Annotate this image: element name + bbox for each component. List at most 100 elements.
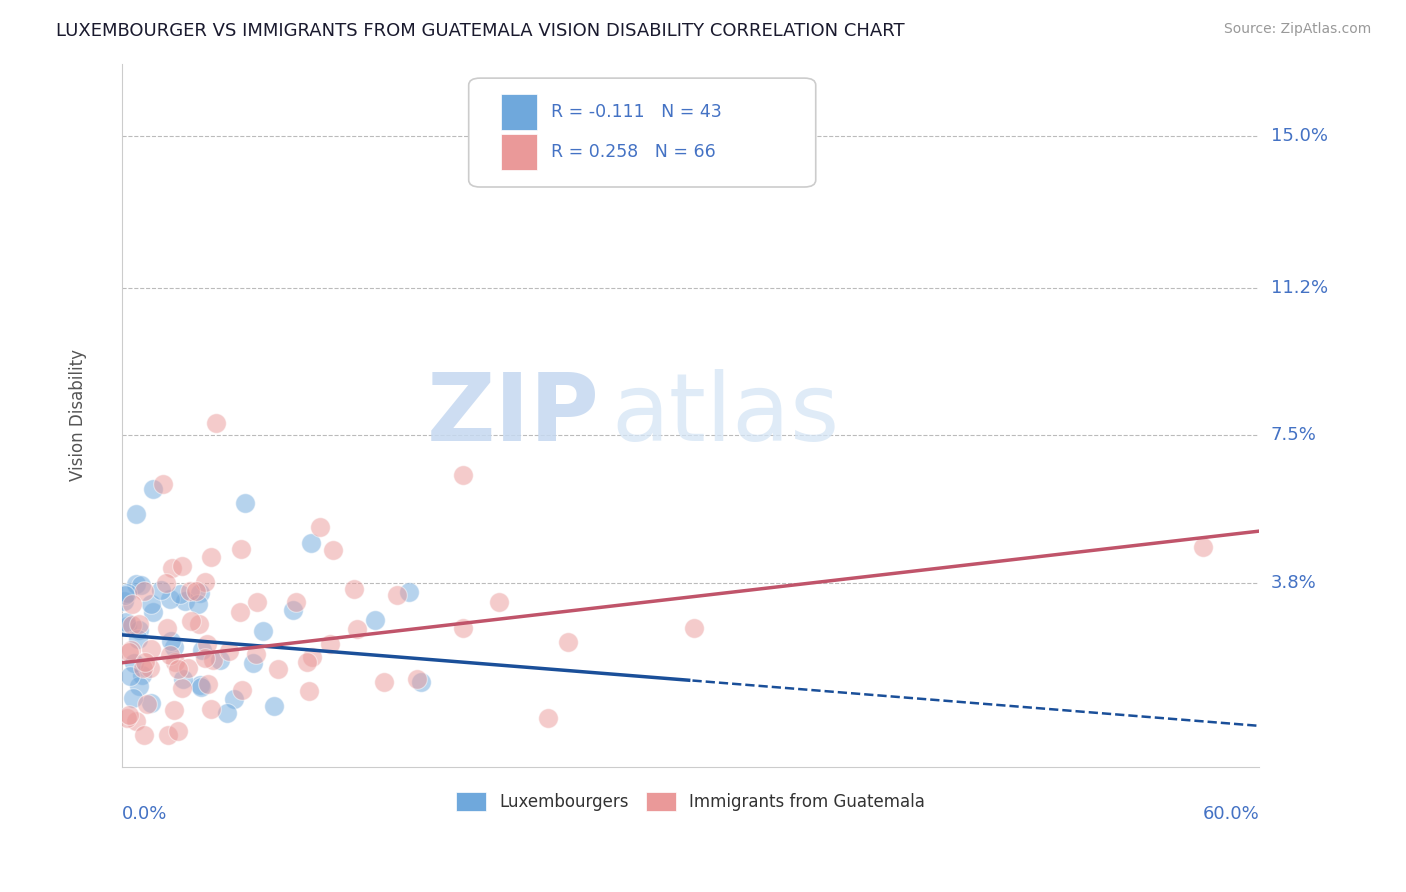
Text: 3.8%: 3.8%	[1271, 574, 1316, 592]
Bar	[501, 94, 537, 130]
Point	[205, 417, 228, 431]
Point	[283, 603, 305, 617]
Text: 15.0%: 15.0%	[1271, 127, 1327, 145]
Point	[167, 662, 190, 676]
Point	[201, 653, 224, 667]
Point	[162, 640, 184, 654]
Point	[295, 655, 318, 669]
Point	[451, 468, 474, 483]
Point	[373, 675, 395, 690]
Point	[194, 574, 217, 589]
Point	[125, 576, 148, 591]
Point	[114, 589, 136, 603]
Point	[160, 561, 183, 575]
Point	[156, 621, 179, 635]
Point	[124, 714, 146, 728]
Point	[112, 594, 135, 608]
Point	[121, 618, 143, 632]
Point	[131, 668, 153, 682]
FancyBboxPatch shape	[468, 78, 815, 187]
Point	[406, 673, 429, 687]
Point	[125, 507, 148, 521]
Point	[252, 624, 274, 639]
Text: R = 0.258   N = 66: R = 0.258 N = 66	[551, 143, 716, 161]
Point	[398, 585, 420, 599]
Point	[222, 692, 245, 706]
Point	[285, 594, 308, 608]
Point	[197, 637, 219, 651]
Point	[139, 641, 162, 656]
Point	[231, 683, 253, 698]
Point	[188, 617, 211, 632]
Point	[163, 656, 186, 670]
Point	[245, 647, 267, 661]
Point	[1191, 540, 1213, 554]
Point	[166, 723, 188, 738]
Point	[194, 651, 217, 665]
Point	[118, 645, 141, 659]
Point	[163, 703, 186, 717]
Point	[242, 657, 264, 671]
Point	[233, 496, 256, 510]
Text: Vision Disability: Vision Disability	[69, 350, 87, 482]
Text: 0.0%: 0.0%	[122, 805, 167, 823]
Point	[557, 635, 579, 649]
Point	[301, 650, 323, 665]
Point	[191, 643, 214, 657]
Point	[385, 588, 408, 602]
Point	[200, 701, 222, 715]
Point	[121, 598, 143, 612]
Text: Source: ZipAtlas.com: Source: ZipAtlas.com	[1223, 22, 1371, 37]
Point	[135, 697, 157, 711]
Point	[177, 661, 200, 675]
Point	[120, 643, 142, 657]
Point	[155, 575, 177, 590]
Point	[114, 615, 136, 629]
Point	[537, 711, 560, 725]
Text: 11.2%: 11.2%	[1271, 278, 1327, 297]
Point	[364, 613, 387, 627]
Point	[170, 681, 193, 696]
Text: 7.5%: 7.5%	[1271, 426, 1316, 444]
Text: R = -0.111   N = 43: R = -0.111 N = 43	[551, 103, 721, 120]
Text: 60.0%: 60.0%	[1202, 805, 1260, 823]
Point	[231, 541, 253, 556]
Point	[159, 592, 181, 607]
Point	[117, 585, 139, 599]
Point	[180, 614, 202, 628]
Point	[488, 595, 510, 609]
Point	[170, 558, 193, 573]
Point	[115, 618, 138, 632]
Text: ZIP: ZIP	[426, 369, 599, 461]
Point	[319, 637, 342, 651]
Point	[120, 669, 142, 683]
Point	[139, 697, 162, 711]
Point	[169, 587, 191, 601]
Point	[190, 680, 212, 694]
Point	[200, 550, 222, 565]
Point	[172, 672, 194, 686]
Point	[138, 660, 160, 674]
Point	[134, 655, 156, 669]
Point	[346, 622, 368, 636]
Point	[322, 543, 344, 558]
Point	[409, 675, 432, 690]
Point	[160, 634, 183, 648]
Point	[132, 728, 155, 742]
Point	[127, 632, 149, 647]
Legend: Luxembourgers, Immigrants from Guatemala: Luxembourgers, Immigrants from Guatemala	[450, 785, 932, 818]
Point	[197, 677, 219, 691]
Point	[128, 624, 150, 638]
Point	[188, 586, 211, 600]
Point	[309, 519, 332, 533]
Point	[121, 691, 143, 706]
Point	[179, 584, 201, 599]
Point	[128, 679, 150, 693]
Point	[267, 663, 290, 677]
Point	[152, 476, 174, 491]
Point	[115, 711, 138, 725]
Text: atlas: atlas	[612, 369, 839, 461]
Point	[298, 683, 321, 698]
Point	[139, 597, 162, 611]
Point	[208, 653, 231, 667]
